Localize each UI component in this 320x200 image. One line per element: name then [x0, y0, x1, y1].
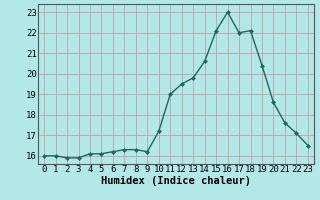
X-axis label: Humidex (Indice chaleur): Humidex (Indice chaleur) [101, 176, 251, 186]
